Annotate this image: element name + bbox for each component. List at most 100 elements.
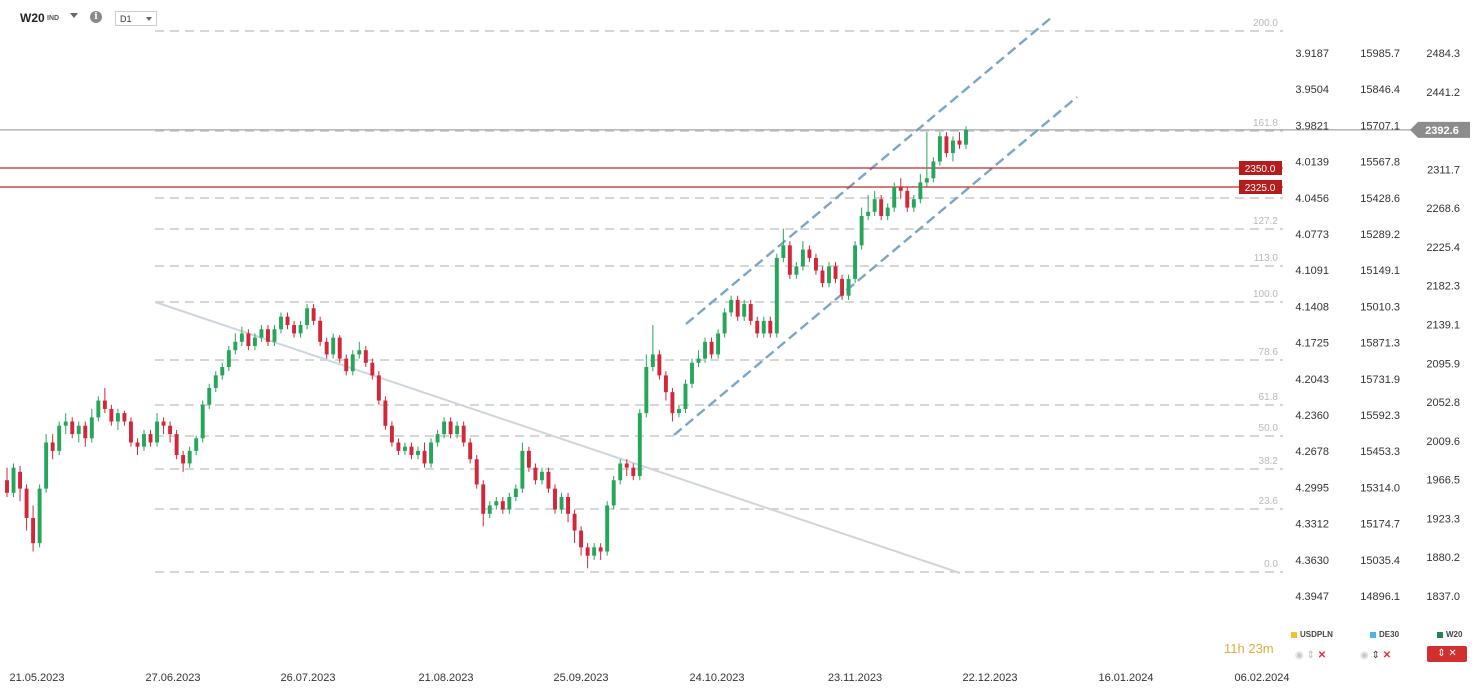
fib-level-label: 100.0 xyxy=(1253,289,1278,300)
reorder-icon[interactable]: ⇕ xyxy=(1306,650,1315,661)
time-axis: 21.05.2023 27.06.2023 26.07.2023 21.08.2023… xyxy=(9,672,1289,684)
close-icon[interactable]: ✕ xyxy=(1317,650,1327,661)
candle-body xyxy=(539,471,544,481)
horizontal-level-label: 2350.0 xyxy=(1245,164,1276,175)
candle-body xyxy=(918,182,923,200)
time-tick-label: 06.02.2024 xyxy=(1234,672,1289,684)
candle-body xyxy=(872,199,877,212)
candle-body xyxy=(409,446,414,456)
candle-body xyxy=(259,329,264,338)
candle-body xyxy=(161,421,166,426)
candle-body xyxy=(820,270,825,284)
symbol-dropdown-icon[interactable] xyxy=(70,13,78,18)
candle-body xyxy=(350,354,355,372)
reorder-icon[interactable]: ⇕ xyxy=(1371,650,1380,661)
timeframe-select[interactable]: D1 xyxy=(115,11,157,26)
candle-body xyxy=(833,266,838,279)
w20-controls[interactable]: ⇕ ✕ xyxy=(1427,646,1467,662)
overlay-axis-1-label: 4.0773 xyxy=(1295,229,1329,241)
price-tick-label: 2268.6 xyxy=(1426,203,1460,215)
legend-usdpln[interactable]: USDPLN xyxy=(1291,630,1333,639)
overlay-axis-1-label: 4.3947 xyxy=(1295,591,1329,603)
candle-body xyxy=(853,245,858,279)
candle-body xyxy=(957,140,962,145)
candle-body xyxy=(57,425,62,451)
candle-body xyxy=(246,333,251,347)
candle-body xyxy=(102,400,107,409)
descending-trendline xyxy=(154,301,961,574)
chevron-down-icon xyxy=(146,17,152,21)
candles xyxy=(5,126,968,569)
candle-body xyxy=(487,505,492,514)
candle-body xyxy=(807,249,812,258)
candle-body xyxy=(553,488,557,510)
candle-body xyxy=(650,354,655,367)
overlay-axis-1-label: 4.0456 xyxy=(1295,193,1329,205)
candle-body xyxy=(755,320,760,334)
fib-level-label: 0.0 xyxy=(1264,559,1278,570)
candle-body xyxy=(324,341,329,355)
overlay-axis-2-label: 15592.3 xyxy=(1360,410,1400,422)
candle-body xyxy=(148,434,153,443)
candle-body xyxy=(611,480,616,506)
legend-de30[interactable]: DE30 xyxy=(1370,630,1399,639)
candle-body xyxy=(174,434,179,456)
overlay-axis-1-label: 4.2043 xyxy=(1295,374,1329,386)
price-tick-label: 2441.2 xyxy=(1426,87,1460,99)
candle-body xyxy=(89,417,94,439)
overlay-axis-2-label: 15289.2 xyxy=(1360,229,1400,241)
overlay-axis-1-label: 4.3312 xyxy=(1295,519,1329,531)
candle-body xyxy=(239,333,244,342)
price-tick-label: 2484.3 xyxy=(1426,48,1460,60)
overlay-axis-1-label: 4.2360 xyxy=(1295,410,1329,422)
candle-body xyxy=(481,484,486,514)
candle-body xyxy=(624,463,629,468)
candle-body xyxy=(272,329,277,342)
overlay-axis-1-label: 4.3630 xyxy=(1295,555,1329,567)
overlay-axis-2-label: 15035.4 xyxy=(1360,555,1400,567)
candle-body xyxy=(31,517,36,544)
close-icon[interactable]: ✕ xyxy=(1382,650,1392,661)
time-tick-label: 21.08.2023 xyxy=(418,672,473,684)
candle-body xyxy=(396,442,401,451)
candle-body xyxy=(11,467,16,493)
legend-w20[interactable]: W20 xyxy=(1437,630,1462,639)
candle-body xyxy=(937,136,942,162)
candle-body xyxy=(605,505,610,552)
candle-body xyxy=(376,375,381,401)
reorder-icon[interactable]: ⇕ xyxy=(1437,648,1446,659)
symbol-name[interactable]: W20 xyxy=(20,11,45,25)
candle-body xyxy=(135,442,140,447)
candle-body xyxy=(207,387,212,405)
candle-body xyxy=(572,513,577,531)
candle-body xyxy=(83,425,88,439)
channel-upper-line xyxy=(685,16,1053,325)
candle-body xyxy=(429,442,434,464)
candle-body xyxy=(885,207,890,216)
horizontal-level-badge xyxy=(1239,161,1282,175)
overlay-axis-2-label: 15707.1 xyxy=(1360,120,1400,132)
fib-level-label: 38.2 xyxy=(1259,456,1279,467)
candle-body xyxy=(416,450,420,456)
legend-de30-label: DE30 xyxy=(1379,630,1400,639)
eye-icon[interactable]: ◉ xyxy=(1360,650,1369,661)
eye-icon[interactable]: ◉ xyxy=(1295,650,1304,661)
time-tick-label: 23.11.2023 xyxy=(828,672,882,684)
usdpln-controls: ◉ ⇕ ✕ xyxy=(1295,650,1326,661)
info-icon[interactable]: i xyxy=(90,11,102,23)
candle-body xyxy=(442,421,447,435)
legend-w20-label: W20 xyxy=(1446,630,1463,639)
candle-body xyxy=(344,358,349,372)
fibonacci-levels: 200.0161.8138.2127.2113.0100.078.661.850… xyxy=(155,18,1283,573)
candle-body xyxy=(331,337,336,355)
candle-body xyxy=(96,400,101,418)
candle-body xyxy=(311,308,316,321)
candle-body xyxy=(964,129,968,145)
overlay-axis-1-label: 4.1091 xyxy=(1295,265,1329,277)
candle-body xyxy=(663,375,668,393)
current-price-badge xyxy=(1410,121,1470,138)
candle-body xyxy=(63,421,68,426)
candle-body xyxy=(846,278,851,296)
close-icon[interactable]: ✕ xyxy=(1448,648,1457,659)
